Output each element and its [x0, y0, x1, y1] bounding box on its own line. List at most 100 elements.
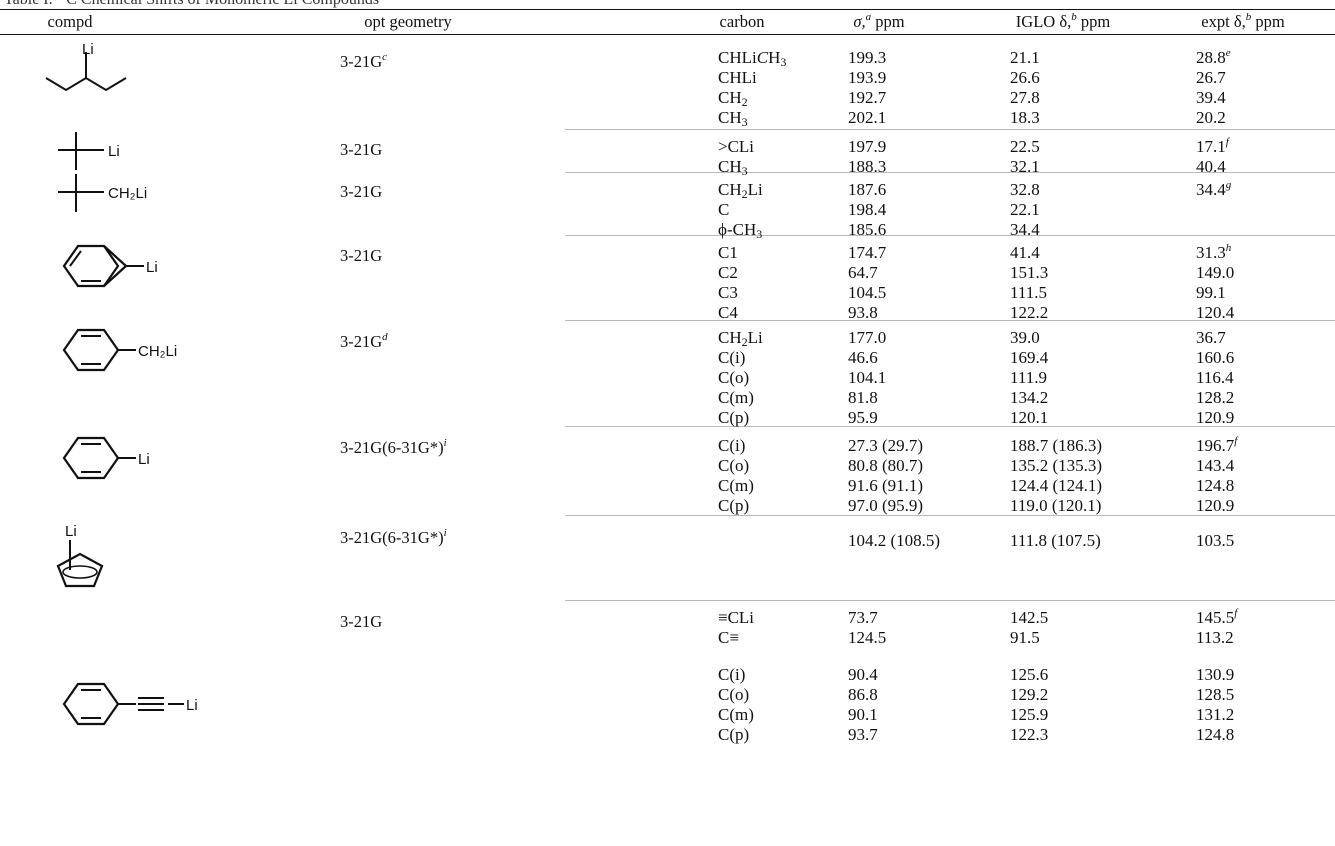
sigma-cell: 192.7: [848, 88, 887, 107]
sigma-cell: 91.6 (91.1): [848, 476, 924, 495]
carbon-cell: C(p): [718, 408, 750, 427]
sigma-cell: 90.1: [848, 705, 878, 724]
iglo-cell: 119.0 (120.1): [1010, 496, 1102, 515]
expt-footnote: e: [1225, 47, 1231, 59]
expt-value: 160.6: [1196, 348, 1235, 367]
expt-value: 113.2: [1196, 628, 1234, 647]
sigma-cell: 95.9: [848, 408, 878, 427]
expt-value: 128.2: [1196, 388, 1235, 407]
sigma-cell: 90.4: [848, 665, 878, 684]
lithium-label: Li: [82, 41, 94, 58]
header-expt: expt δ,b ppm: [1201, 11, 1285, 32]
lithium-label: Li: [138, 451, 150, 468]
expt-value: 34.4: [1196, 180, 1226, 199]
carbon-cell: C(p): [718, 725, 750, 744]
sigma-cell: 46.6: [848, 348, 878, 367]
group-separator: [565, 320, 1335, 321]
expt-value: 130.9: [1196, 665, 1235, 684]
carbon-cell: C(o): [718, 685, 750, 704]
carbon-cell: C2: [718, 263, 738, 282]
expt-cell: 39.4: [1196, 88, 1226, 108]
carbon-cell: C1: [718, 243, 738, 262]
sigma-cell: 197.9: [848, 137, 887, 156]
tert-butyllithium-structure: Li: [58, 132, 120, 170]
carbon-cell: C(m): [718, 476, 754, 495]
group-separator: [565, 600, 1335, 601]
expt-cell: 124.8: [1196, 725, 1234, 745]
iglo-cell: 134.2: [1010, 388, 1049, 407]
expt-value: 103.5: [1196, 531, 1235, 550]
sigma-cell: 185.6: [848, 220, 887, 239]
sigma-cell: 86.8: [848, 685, 878, 704]
sigma-cell: 187.6: [848, 180, 887, 199]
header-opt-geometry: opt geometry: [364, 12, 452, 31]
carbon-cell: C≡: [718, 628, 739, 647]
sigma-cell: 104.5: [848, 283, 887, 302]
iglo-cell: 91.5: [1010, 628, 1040, 647]
expt-cell: 113.2: [1196, 628, 1234, 648]
iglo-cell: 111.8 (107.5): [1010, 531, 1101, 550]
phenylethynyllithium-structure: Li: [62, 682, 198, 726]
group-separator: [565, 235, 1335, 236]
iglo-cell: 27.8: [1010, 88, 1040, 107]
expt-value: 143.4: [1196, 456, 1235, 475]
sigma-cell: 202.1: [848, 108, 887, 127]
expt-value: 26.7: [1196, 68, 1226, 87]
sigma-cell: 73.7: [848, 608, 878, 627]
expt-footnote: g: [1225, 179, 1232, 191]
carbon-cell: ≡CLi: [718, 608, 755, 627]
iglo-cell: 34.4: [1010, 220, 1040, 239]
header-carbon: carbon: [719, 12, 765, 31]
geometry-compound-2: 3-21G: [340, 140, 383, 159]
sigma-cell: 199.3: [848, 48, 887, 67]
iglo-cell: 142.5: [1010, 608, 1049, 627]
iglo-cell: 122.2: [1010, 303, 1049, 322]
expt-value: 131.2: [1196, 705, 1235, 724]
carbon-cell: C(m): [718, 388, 754, 407]
iglo-cell: 18.3: [1010, 108, 1040, 127]
sigma-cell: 174.7: [848, 243, 887, 262]
lithium-label: Li: [108, 143, 120, 160]
sigma-cell: 124.5: [848, 628, 887, 647]
sigma-cell: 198.4: [848, 200, 887, 219]
expt-cell: 120.9: [1196, 408, 1234, 428]
carbon-cell: C4: [718, 303, 738, 322]
iglo-cell: 22.5: [1010, 137, 1040, 156]
iglo-cell: 188.7 (186.3): [1010, 436, 1103, 455]
expt-cell: 103.5: [1196, 531, 1234, 551]
iglo-cell: 26.6: [1010, 68, 1040, 87]
iglo-cell: 41.4: [1010, 243, 1040, 262]
phenyllithium-structure: Li: [62, 436, 150, 480]
expt-value: 124.8: [1196, 476, 1235, 495]
expt-cell: 31.3h: [1196, 243, 1231, 263]
carbon-cell: C(i): [718, 436, 746, 455]
expt-cell: 34.4g: [1196, 180, 1231, 200]
expt-cell: 145.5f: [1196, 608, 1237, 628]
table-caption: Table I. ¹³C Chemical Shifts of Monomeri…: [4, 0, 379, 9]
expt-cell: 128.2: [1196, 388, 1234, 408]
sigma-cell: 93.8: [848, 303, 878, 322]
expt-cell: 131.2: [1196, 705, 1234, 725]
carbon-cell: CHLi: [718, 68, 757, 87]
iglo-cell: 39.0: [1010, 328, 1040, 347]
carbon-cell: C(p): [718, 496, 750, 515]
header-compd: compd: [47, 12, 93, 31]
expt-value: 116.4: [1196, 368, 1234, 387]
header-sigma: σ,a ppm: [853, 11, 905, 32]
header-iglo: IGLO δ,b ppm: [1015, 11, 1111, 32]
sigma-cell: 27.3 (29.7): [848, 436, 924, 455]
expt-footnote: f: [1234, 607, 1238, 619]
expt-value: 149.0: [1196, 263, 1235, 282]
carbon-cell: CH2Li: [718, 180, 763, 201]
iglo-cell: 22.1: [1010, 200, 1040, 219]
iglo-cell: 169.4: [1010, 348, 1049, 367]
sigma-cell: 64.7: [848, 263, 878, 282]
carbon-cell: CH3: [718, 108, 748, 129]
expt-value: 120.4: [1196, 303, 1235, 322]
expt-footnote: f: [1234, 435, 1238, 447]
geometry-compound-7: 3-21G(6-31G*)i: [340, 527, 447, 548]
neopentyllithium-structure: CH₂Li: [58, 174, 147, 212]
carbon-cell: CH2: [718, 88, 748, 109]
group-separator: [565, 426, 1335, 427]
expt-value: 31.3: [1196, 243, 1226, 262]
